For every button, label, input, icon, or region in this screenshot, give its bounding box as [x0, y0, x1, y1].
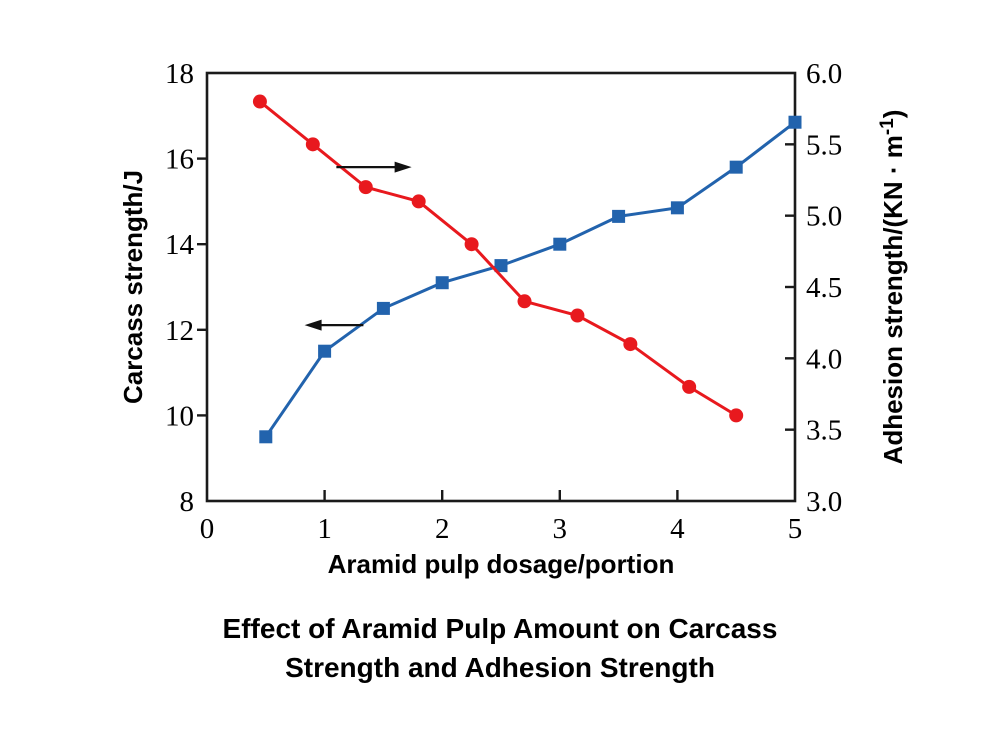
adhesion-data-marker [623, 337, 638, 352]
adhesion-data-marker [464, 237, 479, 252]
right-axis-label: Adhesion strength/(KN · m-1) [877, 110, 908, 465]
left-axis-tick-label: 12 [165, 315, 194, 347]
adhesion-data-marker [252, 94, 267, 109]
adhesion-data-marker [517, 294, 532, 309]
adhesion-data-marker [682, 379, 697, 394]
right-axis-tick-label: 6.0 [806, 58, 842, 90]
figure-caption-line-1: Effect of Aramid Pulp Amount on Carcass [222, 613, 778, 644]
x-axis-tick-label: 3 [553, 513, 568, 545]
x-axis-label: Aramid pulp dosage/portion [328, 549, 675, 579]
adhesion-data-marker [305, 137, 320, 152]
right-axis-tick-label: 3.5 [806, 415, 842, 447]
x-axis-tick-label: 5 [788, 513, 803, 545]
adhesion-data-marker [729, 408, 744, 423]
carcass-data-marker [670, 201, 684, 215]
plot-border [205, 71, 797, 503]
figure-caption-line-2: Strength and Adhesion Strength [285, 652, 715, 683]
carcass-data-marker [318, 344, 332, 358]
left-arrow-head [304, 319, 322, 331]
right-axis-tick-label: 5.5 [806, 129, 842, 161]
left-axis-tick-label: 10 [165, 400, 194, 432]
right-axis-tick-label: 4.0 [806, 343, 842, 375]
adhesion-data-marker [411, 194, 426, 209]
x-axis-tick-label: 1 [317, 513, 332, 545]
adhesion-data-marker [358, 180, 373, 195]
x-axis-tick-label: 4 [670, 513, 685, 545]
carcass-data-marker [259, 430, 273, 444]
x-axis-tick-label: 0 [200, 513, 215, 545]
carcass-data-marker [612, 209, 626, 223]
right-axis-tick-label: 3.0 [806, 486, 842, 518]
x-axis-tick-label: 2 [435, 513, 450, 545]
right-axis-tick-label: 5.0 [806, 201, 842, 233]
chart: 0 1 2 3 4 5810121416183.03.54.04.55.05.56.0Ar… [118, 58, 908, 579]
carcass-data-marker [553, 237, 567, 251]
right-arrow-head [394, 161, 412, 173]
carcass-data-marker [494, 259, 508, 273]
carcass-data-marker [376, 301, 390, 315]
left-axis-tick-label: 16 [165, 144, 194, 176]
carcass-data-marker [729, 160, 743, 174]
adhesion-series-line [258, 100, 737, 417]
left-axis-tick-label: 14 [165, 229, 195, 261]
carcass-series-line [264, 121, 796, 438]
left-axis-tick-label: 18 [165, 58, 194, 90]
figure-caption: Effect of Aramid Pulp Amount on Carcass … [0, 609, 1000, 687]
carcass-data-marker [435, 276, 449, 290]
right-axis-tick-label: 4.5 [806, 272, 842, 304]
carcass-data-marker [788, 115, 802, 129]
adhesion-data-marker [570, 308, 585, 323]
left-axis-label: Carcass strength/J [118, 170, 148, 404]
left-axis-tick-label: 8 [180, 486, 195, 518]
